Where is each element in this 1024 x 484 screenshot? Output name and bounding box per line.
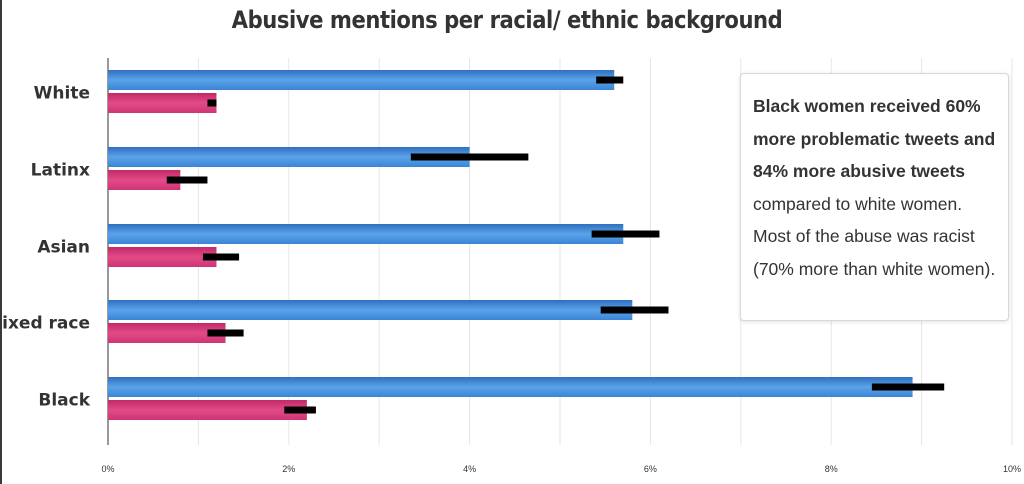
x-tick-label: 8% <box>825 464 838 474</box>
error-bar <box>410 153 529 161</box>
error-bar <box>596 76 624 84</box>
error-bar <box>284 406 316 414</box>
annotation-bold-text: Black women received 60% more problemati… <box>753 96 996 181</box>
bar-series-1 <box>108 147 470 167</box>
annotation-box: Black women received 60% more problemati… <box>740 73 1009 321</box>
bar-series-1 <box>108 300 633 320</box>
x-tick-label: 0% <box>101 464 114 474</box>
error-bar <box>202 253 240 261</box>
x-tick-label: 6% <box>644 464 657 474</box>
category-label: Black <box>38 391 90 411</box>
error-bar <box>600 306 669 314</box>
chart-title: Abusive mentions per racial/ ethnic back… <box>231 6 783 34</box>
bar-series-1 <box>108 70 615 90</box>
x-tick-label: 10% <box>1003 464 1021 474</box>
error-bar <box>591 230 660 238</box>
x-tick-label: 4% <box>463 464 476 474</box>
bar-series-1 <box>108 377 913 397</box>
category-label: Latinx <box>31 161 90 181</box>
bar-series-2 <box>108 400 307 420</box>
error-bar <box>207 329 244 337</box>
left-border <box>0 0 2 484</box>
bars <box>108 70 913 420</box>
labels: 0% 2% 4% 6% 8% 10% White Latinx Asian Mixed race B… <box>0 84 1021 475</box>
category-label: Mixed race <box>0 314 90 334</box>
category-label: White <box>34 84 90 104</box>
bar-series-2 <box>108 170 181 190</box>
error-bars <box>166 76 945 414</box>
category-label: Asian <box>37 238 90 258</box>
bar-series-1 <box>108 224 624 244</box>
error-bar <box>871 383 945 391</box>
bar-series-2 <box>108 323 226 343</box>
error-bar <box>166 176 208 184</box>
bar-series-2 <box>108 93 217 113</box>
bar-series-2 <box>108 247 217 267</box>
x-tick-label: 2% <box>282 464 295 474</box>
annotation-plain-text: compared to white women. Most of the abu… <box>753 193 996 279</box>
error-bar <box>207 99 217 107</box>
